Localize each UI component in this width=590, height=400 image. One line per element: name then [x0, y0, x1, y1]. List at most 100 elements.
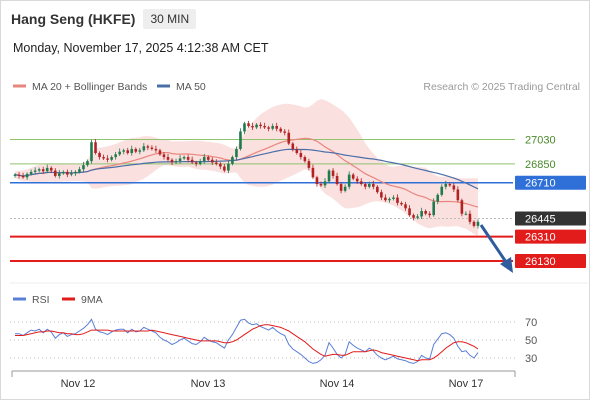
candle-body-77: [323, 181, 327, 186]
candle-body-18: [86, 161, 89, 166]
candle-body-39: [170, 159, 174, 163]
candle-body-1: [17, 174, 21, 176]
candle-body-4: [29, 171, 33, 174]
candle-body-60: [255, 124, 258, 128]
candle-body-15: [74, 171, 77, 174]
level-label-4: 26310: [525, 232, 556, 244]
candle-body-53: [227, 163, 230, 171]
candle-body-70: [295, 148, 299, 154]
candle-body-112: [464, 213, 468, 215]
x-tick-label-2: Nov 14: [320, 378, 355, 390]
candle-body-8: [45, 167, 49, 172]
candle-body-21: [98, 153, 101, 158]
candle-body-3: [25, 173, 29, 178]
candle-body-67: [283, 131, 287, 133]
candle-body-14: [70, 173, 73, 175]
candle-body-72: [303, 157, 307, 162]
copyright-text: Research © 2025 Trading Central: [423, 81, 580, 93]
candle-body-9: [49, 167, 53, 171]
candle-body-32: [142, 146, 146, 151]
candle-body-40: [174, 161, 178, 163]
candle-body-100: [416, 216, 419, 218]
level-box-5: [515, 253, 586, 268]
candle-body-75: [315, 177, 319, 185]
candle-body-22: [102, 157, 105, 159]
timestamp: Monday, November 17, 2025 4:12:38 AM CET: [13, 41, 269, 55]
candle-body-84: [351, 174, 355, 179]
candle-body-37: [162, 154, 166, 158]
x-tick-label-1: Nov 13: [191, 378, 226, 390]
candle-body-107: [444, 184, 448, 187]
candle-body-52: [223, 166, 226, 171]
bollinger-bands: [15, 99, 478, 236]
candle-body-27: [122, 150, 126, 152]
candle-body-103: [428, 213, 431, 216]
candle-body-54: [231, 157, 234, 164]
candle-body-47: [202, 157, 206, 162]
instrument-title: Hang Seng (HKFE): [11, 11, 136, 27]
candle-body-111: [460, 200, 464, 214]
candle-body-115: [476, 221, 480, 226]
candle-body-0: [13, 174, 17, 176]
candle-body-95: [396, 197, 399, 203]
level-label-2: 26710: [525, 178, 556, 190]
rsi-legend-label-0: RSI: [32, 294, 50, 306]
candle-body-64: [271, 126, 274, 129]
candle-body-93: [388, 198, 391, 201]
candle-body-113: [468, 213, 472, 222]
timeframe-badge[interactable]: 30 MIN: [143, 9, 197, 29]
candle-body-42: [182, 157, 186, 159]
candle-body-102: [424, 211, 427, 214]
candle-body-11: [57, 173, 61, 176]
candle-body-106: [440, 186, 444, 195]
level-label-5: 26130: [525, 256, 556, 268]
candle-body-114: [472, 221, 476, 226]
candle-body-44: [190, 159, 194, 163]
rsi-tick-1: 50: [525, 335, 537, 347]
candle-body-101: [420, 211, 423, 217]
level-label-3: 26445: [525, 213, 556, 225]
candle-body-6: [37, 169, 41, 171]
rsi-tick-0: 70: [525, 317, 537, 329]
candle-body-57: [243, 123, 246, 132]
candle-body-71: [299, 153, 303, 158]
candle-body-61: [259, 124, 262, 127]
candle-body-82: [343, 186, 347, 191]
candle-body-110: [456, 189, 460, 201]
candle-body-51: [219, 163, 222, 167]
candle-body-2: [21, 175, 25, 178]
candle-body-74: [311, 167, 315, 178]
candle-body-83: [347, 174, 351, 187]
level-label-0: 27030: [525, 135, 556, 147]
forecast-arrow-head: [500, 257, 513, 273]
candle-body-63: [267, 127, 270, 129]
rsi-line: [15, 318, 479, 364]
candle-body-10: [53, 170, 57, 176]
candle-body-20: [94, 142, 97, 154]
candle-body-105: [436, 194, 440, 202]
candle-body-46: [198, 161, 202, 164]
candle-body-48: [206, 157, 210, 160]
candle-body-16: [78, 169, 81, 172]
rsi-legend-label-1: 9MA: [81, 294, 103, 306]
candle-body-49: [210, 159, 214, 163]
candle-body-50: [215, 162, 218, 164]
level-label-1: 26850: [525, 159, 556, 171]
candle-body-25: [114, 154, 117, 158]
candle-body-5: [33, 170, 37, 172]
candle-body-80: [335, 175, 339, 185]
candle-body-12: [62, 171, 65, 174]
candle-body-108: [448, 184, 452, 186]
candle-body-56: [239, 131, 242, 149]
candle-body-73: [307, 161, 311, 168]
candle-body-87: [363, 184, 367, 187]
candle-body-76: [319, 184, 323, 186]
candle-body-78: [327, 170, 331, 182]
candle-body-26: [118, 151, 121, 155]
candle-body-24: [110, 157, 113, 160]
candle-body-92: [384, 197, 387, 201]
candle-body-19: [90, 142, 93, 162]
legend-label-0: MA 20 + Bollinger Bands: [32, 81, 147, 93]
candle-body-29: [130, 148, 134, 154]
